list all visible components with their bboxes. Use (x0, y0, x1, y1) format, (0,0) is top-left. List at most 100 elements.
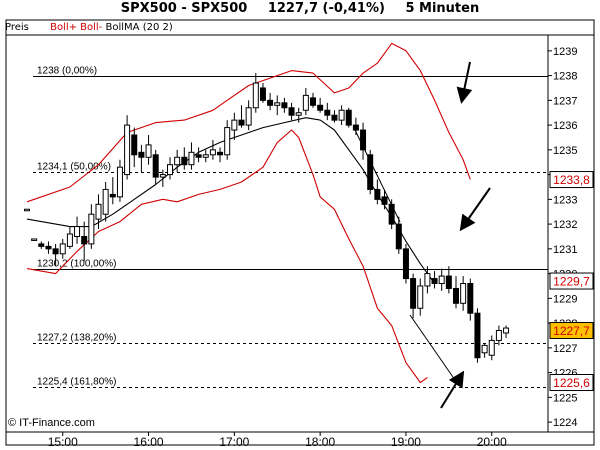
candle (474, 308, 481, 363)
legend-bollinger-ma: BollMA (20 2) (105, 22, 173, 33)
candle (460, 276, 467, 311)
badge-text: 1225,6 (553, 376, 590, 390)
candle-body (438, 275, 445, 285)
candle (24, 208, 30, 212)
candle-body (217, 151, 224, 156)
fib-level-label: 1225,4 (161,80%) (37, 377, 117, 388)
candle-body (338, 109, 345, 121)
candle-body (31, 238, 38, 241)
y-tick-label: 1233 (553, 194, 577, 206)
candle-body (367, 154, 374, 190)
candle (453, 276, 459, 309)
candle-body (495, 330, 502, 341)
candle (252, 73, 259, 113)
candle (410, 273, 417, 319)
candle (495, 325, 502, 346)
candle (116, 159, 123, 202)
candle (45, 241, 52, 254)
candle (424, 266, 431, 294)
candle-body (445, 275, 452, 289)
candle (431, 271, 438, 289)
candle-body (174, 156, 181, 166)
candle (259, 83, 266, 103)
last-price-badge: 1227,7 (549, 322, 594, 340)
x-tick-label: 18:00 (305, 435, 335, 449)
candle-body (224, 127, 231, 156)
y-tick-label: 1225 (553, 392, 577, 404)
candle (66, 226, 73, 249)
candle (174, 149, 181, 173)
badge-text: 1229,7 (553, 275, 590, 289)
x-tick-label: 20:00 (477, 435, 507, 449)
chart-frame (5, 19, 595, 446)
candle-body (424, 273, 431, 287)
candle (274, 95, 281, 116)
candle (302, 87, 309, 116)
y-tick-label: 1238 (553, 71, 577, 83)
candle-body (95, 203, 102, 220)
candle (74, 216, 81, 244)
candle (145, 135, 152, 165)
candle (395, 216, 402, 254)
annotation-arrow (456, 61, 473, 104)
candle (38, 241, 45, 249)
badge-text: 1233,8 (553, 173, 590, 187)
candle (109, 177, 116, 205)
outer-border (5, 19, 595, 446)
badge-text: 1227,7 (553, 324, 590, 338)
candle (245, 100, 252, 131)
candle-body (474, 312, 481, 359)
candle (152, 149, 159, 185)
candle-body (245, 107, 252, 126)
candle-body (102, 188, 109, 215)
candle-body (74, 226, 81, 237)
y-tick-label: 1224 (553, 417, 577, 429)
candle (467, 278, 474, 321)
candle-body (503, 327, 510, 334)
fib-price-badge: 1229,7 (549, 272, 594, 290)
candle (159, 169, 166, 187)
candle-body (331, 114, 338, 121)
candle-body (138, 151, 145, 158)
candle (281, 97, 288, 113)
candles (24, 73, 510, 363)
candle-body (159, 174, 166, 178)
trendline (354, 129, 401, 223)
candle-body (167, 164, 173, 176)
candle-body (381, 196, 388, 205)
fib-level-label: 1230,2 (100,00%) (37, 259, 117, 270)
candle (310, 92, 316, 108)
candle-body (345, 109, 352, 126)
badge-box (549, 272, 594, 290)
candle (317, 97, 324, 113)
candle (181, 147, 188, 170)
candle (31, 238, 38, 241)
y-tick-label: 1235 (553, 145, 577, 157)
candle (167, 157, 173, 180)
candle-body (295, 112, 302, 116)
candle (267, 92, 274, 111)
candle-body (66, 233, 73, 247)
annotation-arrow (440, 370, 465, 409)
candle-body (288, 107, 295, 116)
x-tick-label: 19:00 (391, 435, 421, 449)
candle (81, 221, 88, 262)
candle-body (417, 285, 424, 309)
candle-body (352, 124, 359, 131)
candle-body (453, 287, 459, 304)
candle-body (131, 134, 138, 156)
x-tick-label: 17:00 (219, 435, 249, 449)
candle (445, 266, 452, 294)
fib-price-badge: 1225,6 (549, 374, 594, 391)
candle-body (410, 278, 417, 309)
candle-body (302, 94, 309, 111)
x-tick-label: 16:00 (134, 435, 164, 449)
candle (481, 342, 488, 358)
candle-body (259, 87, 266, 101)
candle (88, 204, 95, 249)
axes: 1224122512261227122812291230123112321233… (48, 46, 578, 449)
annotation-arrows (354, 61, 491, 409)
x-tick-label: 15:00 (48, 435, 78, 449)
fib-level-label: 1234,1 (50,00%) (37, 162, 111, 173)
y-tick-label: 1231 (553, 244, 577, 256)
